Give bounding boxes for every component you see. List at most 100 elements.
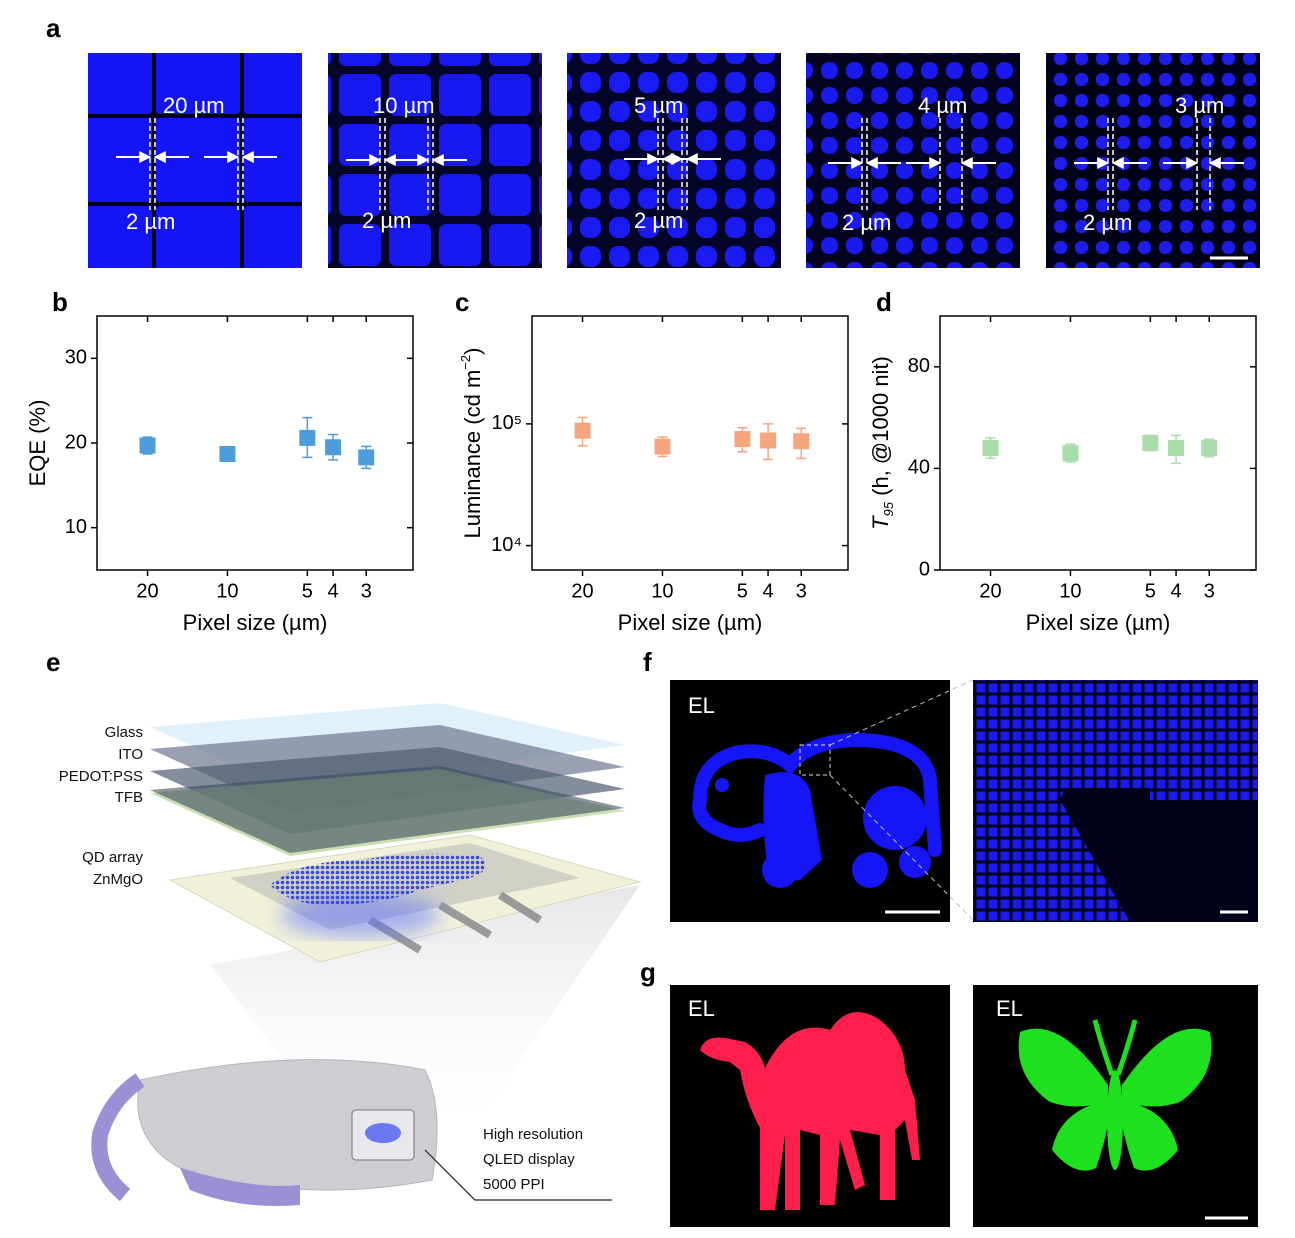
y-tick-label: 40 — [908, 457, 930, 479]
marker — [574, 422, 591, 439]
pitch-label: 3 µm — [1175, 93, 1224, 118]
zoom-line — [829, 774, 974, 921]
electrode — [497, 891, 543, 924]
layer-label: ZnMgO — [93, 871, 143, 888]
layer-label: ITO — [118, 746, 143, 763]
y-tick-label: 30 — [65, 347, 87, 369]
layer-label: PEDOT:PSS — [59, 768, 143, 785]
x-tick-label: 20 — [136, 580, 158, 602]
marker — [219, 446, 236, 463]
plot-frame — [939, 315, 1257, 571]
x-tick-label: 4 — [1171, 580, 1182, 602]
marker — [1168, 440, 1185, 457]
antenna — [1092, 1019, 1138, 1076]
layer-label: Glass — [105, 724, 143, 741]
marker — [982, 440, 999, 457]
zoom-box — [799, 744, 831, 776]
y-axis-label: T95 (h, @1000 nit) — [868, 356, 896, 530]
pitch-label: 4 µm — [918, 93, 967, 118]
panel-label: c — [455, 287, 469, 317]
marker — [139, 437, 156, 454]
x-axis-label: Pixel size (µm) — [618, 610, 763, 635]
x-axis-label: Pixel size (µm) — [183, 610, 328, 635]
panel-label: g — [640, 957, 656, 987]
gap-label: 2 µm — [634, 208, 683, 233]
micrograph — [567, 53, 781, 268]
panel-label: d — [876, 287, 892, 317]
marker — [1062, 445, 1079, 462]
x-tick-label: 10 — [216, 580, 238, 602]
panel-g: EL EL — [670, 985, 1258, 1227]
marker — [1201, 440, 1218, 457]
panel-f: EL — [670, 679, 1258, 922]
goggle-strap — [91, 1073, 145, 1202]
y-axis-label-part: −2 — [458, 355, 473, 370]
el-label: EL — [688, 693, 715, 718]
butterfly — [1018, 1028, 1212, 1171]
pitch-label: 20 µm — [163, 93, 225, 118]
x-tick-label: 5 — [1145, 580, 1156, 602]
panel-label: e — [46, 647, 60, 677]
x-tick-label: 20 — [979, 580, 1001, 602]
x-tick-label: 3 — [796, 580, 807, 602]
y-tick-label: 10⁴ — [491, 534, 522, 556]
panel-e: Glass ITO PEDOT:PSS TFB QD array ZnMgO H… — [59, 703, 642, 1206]
panel-label: f — [643, 647, 652, 677]
tfb-layer — [150, 766, 625, 853]
y-axis-label-part: 95 — [881, 501, 896, 516]
marker — [793, 433, 810, 450]
callout-text: 5000 PPI — [483, 1176, 545, 1193]
marker — [358, 449, 375, 466]
pitch-label: 10 µm — [373, 93, 435, 118]
x-tick-label: 10 — [1059, 580, 1081, 602]
x-tick-label: 3 — [361, 580, 372, 602]
panda-leg — [852, 852, 888, 888]
x-tick-label: 5 — [737, 580, 748, 602]
gap-label: 2 µm — [126, 209, 175, 234]
y-axis-label-part: T — [868, 515, 893, 530]
callout-line — [424, 1149, 612, 1201]
el-label: EL — [996, 996, 1023, 1021]
panda-eye — [715, 778, 729, 792]
y-axis-label: Luminance (cd m−2) — [458, 348, 485, 539]
y-axis-label: EQE (%) — [25, 400, 50, 487]
electrode — [437, 901, 493, 939]
layer-label: QD array — [82, 849, 143, 866]
x-tick-label: 20 — [571, 580, 593, 602]
y-tick-label: 80 — [908, 355, 930, 377]
el-label: EL — [688, 996, 715, 1021]
x-tick-label: 4 — [763, 580, 774, 602]
x-tick-label: 5 — [302, 580, 313, 602]
qd-array — [270, 853, 486, 905]
marker — [299, 429, 316, 446]
y-tick-label: 10⁵ — [491, 412, 522, 434]
x-tick-label: 10 — [651, 580, 673, 602]
panel-a: 20 µm 2 µm 10 µm 2 µm 5 µm 2 µm 4 µm 2 µm 3 µm 2 … — [88, 53, 1260, 268]
panda-leg — [863, 786, 927, 850]
camel — [700, 1012, 920, 1210]
y-tick-label: 10 — [65, 516, 87, 538]
callout-text: QLED display — [483, 1151, 575, 1168]
panel-label: b — [52, 287, 68, 317]
display-glow — [365, 1123, 401, 1143]
x-tick-label: 4 — [328, 580, 339, 602]
callout-text: High resolution — [483, 1126, 583, 1143]
x-tick-label: 3 — [1204, 580, 1215, 602]
y-axis-label-part: Luminance (cd m — [460, 370, 485, 539]
y-axis-label-part: (h, @1000 nit) — [868, 356, 893, 502]
zoom-dark — [1060, 788, 1258, 922]
marker — [760, 432, 777, 449]
layer-label: TFB — [115, 789, 143, 806]
y-tick-label: 0 — [919, 558, 930, 580]
panel-label: a — [46, 13, 61, 43]
micrograph — [1046, 53, 1260, 268]
y-tick-label: 20 — [65, 431, 87, 453]
gap-label: 2 µm — [842, 210, 891, 235]
marker — [654, 438, 671, 455]
zoom-line — [829, 679, 974, 746]
x-axis-label: Pixel size (µm) — [1026, 610, 1171, 635]
plot-frame — [531, 315, 849, 571]
gap-label: 2 µm — [1083, 210, 1132, 235]
marker — [325, 439, 342, 456]
